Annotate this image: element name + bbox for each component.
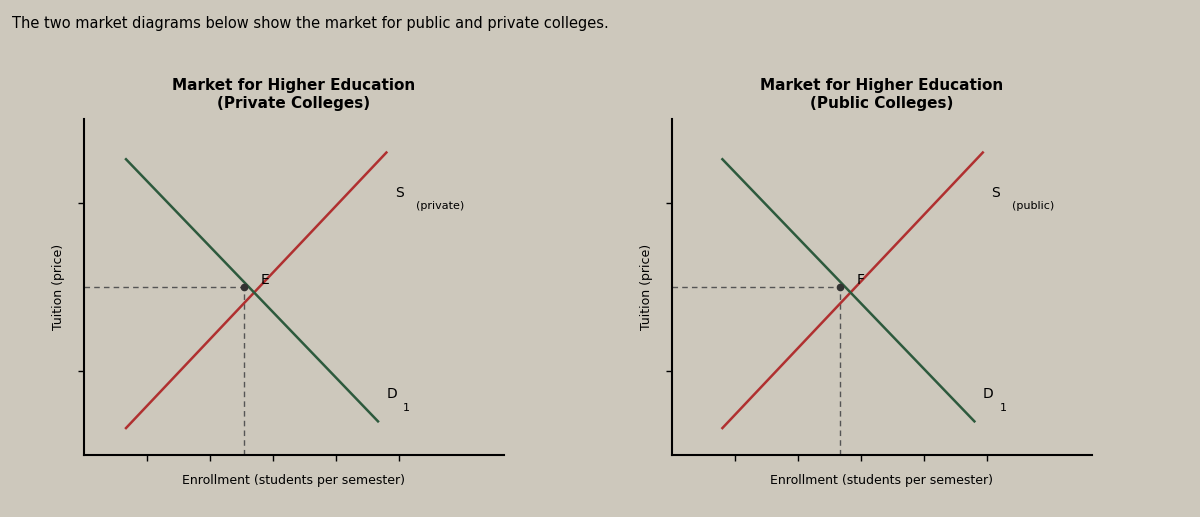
Y-axis label: Tuition (price): Tuition (price) xyxy=(641,244,653,330)
Text: 1: 1 xyxy=(403,403,410,413)
Title: Market for Higher Education
(Private Colleges): Market for Higher Education (Private Col… xyxy=(173,79,415,111)
Text: S: S xyxy=(395,186,403,200)
Text: F: F xyxy=(857,272,865,286)
X-axis label: Enrollment (students per semester): Enrollment (students per semester) xyxy=(770,474,994,486)
Y-axis label: Tuition (price): Tuition (price) xyxy=(53,244,65,330)
Text: (public): (public) xyxy=(1013,201,1055,211)
Text: The two market diagrams below show the market for public and private colleges.: The two market diagrams below show the m… xyxy=(12,16,608,31)
Text: D: D xyxy=(386,387,397,402)
Text: D: D xyxy=(983,387,994,402)
Text: 1: 1 xyxy=(1000,403,1007,413)
Text: (private): (private) xyxy=(416,201,464,211)
X-axis label: Enrollment (students per semester): Enrollment (students per semester) xyxy=(182,474,406,486)
Text: S: S xyxy=(991,186,1000,200)
Title: Market for Higher Education
(Public Colleges): Market for Higher Education (Public Coll… xyxy=(761,79,1003,111)
Text: E: E xyxy=(260,272,269,286)
